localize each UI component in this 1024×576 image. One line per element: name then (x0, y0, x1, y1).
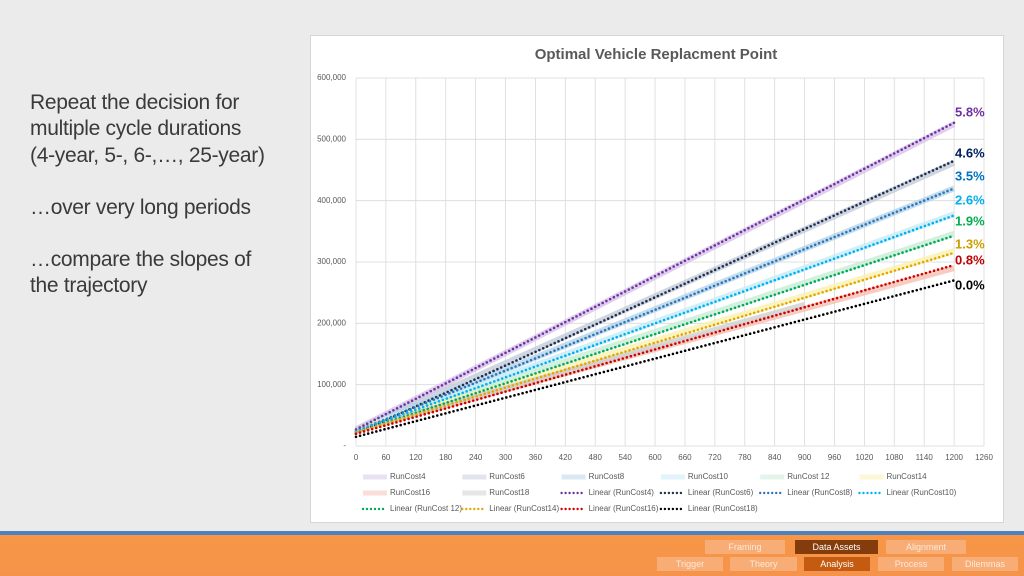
nav-tab[interactable]: Analysis (804, 557, 870, 571)
series-line (355, 302, 806, 433)
series-line (354, 211, 956, 433)
x-tick-label: 420 (559, 453, 573, 462)
series-line (354, 214, 956, 433)
legend-label: Linear (RunCost16) (589, 504, 659, 513)
nav-tab[interactable]: Alignment (886, 540, 966, 554)
series-line (354, 121, 956, 431)
annotation: 1.3% (955, 236, 985, 251)
series-line (354, 251, 956, 434)
legend-label: RunCost10 (688, 472, 729, 481)
x-tick-label: 840 (768, 453, 782, 462)
legend-label: Linear (RunCost6) (688, 488, 754, 497)
x-tick-label: 780 (738, 453, 752, 462)
legend-label: RunCost14 (887, 472, 928, 481)
y-tick-label: 400,000 (317, 196, 346, 205)
x-tick-label: 1080 (885, 453, 903, 462)
y-tick-label: - (343, 441, 346, 450)
text-line: Repeat the decision for (30, 91, 240, 114)
x-tick-label: 60 (381, 453, 390, 462)
legend-label: Linear (RunCost 12) (390, 504, 462, 513)
y-tick-label: 300,000 (317, 257, 346, 266)
nav-tab[interactable]: Process (878, 557, 944, 571)
y-tick-label: 600,000 (317, 73, 346, 82)
text-line: …over very long periods (30, 196, 251, 219)
legend-label: RunCost16 (390, 488, 431, 497)
x-tick-label: 720 (708, 453, 722, 462)
legend-label: RunCost 12 (787, 472, 830, 481)
legend-label: RunCost8 (589, 472, 625, 481)
legend-label: Linear (RunCost10) (887, 488, 957, 497)
x-tick-label: 1200 (945, 453, 963, 462)
annotation: 3.5% (955, 168, 985, 183)
chart-title: Optimal Vehicle Replacment Point (535, 46, 778, 63)
x-tick-label: 0 (354, 453, 359, 462)
nav-tab[interactable]: Data Assets (795, 540, 878, 554)
x-tick-label: 960 (828, 453, 842, 462)
nav-tab[interactable]: Theory (730, 557, 797, 571)
x-tick-label: 1140 (916, 453, 934, 462)
y-tick-label: 500,000 (317, 134, 346, 143)
x-tick-label: 300 (499, 453, 513, 462)
legend-label: RunCost18 (489, 488, 530, 497)
chart: Optimal Vehicle Replacment Point - 100,00… (317, 46, 993, 513)
x-tick-label: 660 (678, 453, 692, 462)
series-line (354, 187, 956, 433)
x-tick-label: 480 (589, 453, 603, 462)
y-tick-label: 200,000 (317, 318, 346, 327)
x-tick-label: 600 (648, 453, 662, 462)
annotation: 5.8% (955, 104, 985, 119)
series-line (354, 159, 956, 433)
nav-tab[interactable]: Dilemmas (952, 557, 1018, 571)
text-line: (4-year, 5-, 6-,…, 25-year) (30, 144, 265, 167)
legend-label: Linear (RunCost4) (589, 488, 655, 497)
x-tick-label: 540 (618, 453, 632, 462)
annotation: 0.0% (955, 277, 985, 292)
text-line: the trajectory (30, 274, 148, 297)
series-line (354, 159, 956, 436)
nav-rule (0, 531, 1024, 535)
legend-label: RunCost6 (489, 472, 525, 481)
nav-bar: Framing Data Assets Alignment Trigger Theory… (0, 531, 1024, 576)
y-tick-label: 100,000 (317, 380, 346, 389)
legend-label: RunCost4 (390, 472, 426, 481)
nav-tab[interactable]: Framing (705, 540, 785, 554)
x-tick-label: 180 (439, 453, 453, 462)
annotation: 0.8% (955, 252, 985, 267)
x-tick-label: 900 (798, 453, 812, 462)
annotation: 1.9% (955, 213, 985, 228)
legend-label: Linear (RunCost8) (787, 488, 853, 497)
annotation: 4.6% (955, 145, 985, 160)
legend-label: Linear (RunCost14) (489, 504, 559, 513)
text-line: multiple cycle durations (30, 117, 242, 140)
annotation: 2.6% (955, 192, 985, 207)
series-line (354, 234, 956, 434)
x-tick-label: 1260 (975, 453, 993, 462)
x-tick-label: 360 (529, 453, 543, 462)
series-line (354, 263, 956, 436)
nav-tab[interactable]: Trigger (657, 557, 723, 571)
legend-label: Linear (RunCost18) (688, 504, 758, 513)
x-tick-label: 120 (409, 453, 423, 462)
x-tick-label: 1020 (855, 453, 873, 462)
text-line: …compare the slopes of (30, 248, 252, 271)
chart-panel: Optimal Vehicle Replacment Point - 100,00… (310, 35, 1004, 523)
x-tick-label: 240 (469, 453, 483, 462)
